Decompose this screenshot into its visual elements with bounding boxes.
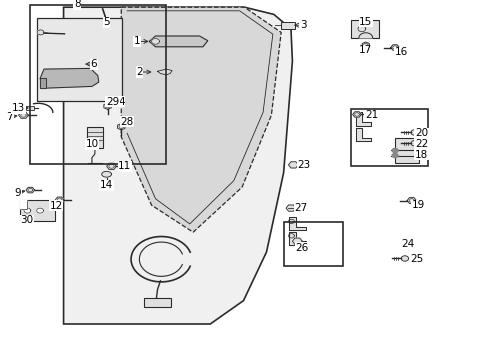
Text: 9: 9 [15,188,21,198]
Bar [87,127,102,148]
Text: 30: 30 [20,215,33,225]
Text: 29: 29 [105,96,119,107]
Polygon shape [37,208,43,213]
Text: 23: 23 [297,160,310,170]
Text: 28: 28 [120,117,134,127]
Polygon shape [55,197,64,203]
Text: 2: 2 [136,67,142,77]
Text: 21: 21 [364,110,378,120]
Text: 11: 11 [118,161,131,171]
Bar [37,18,122,101]
Polygon shape [40,68,99,88]
Text: 27: 27 [293,203,307,213]
Polygon shape [19,112,28,118]
Text: 22: 22 [414,139,427,149]
Text: 5: 5 [103,17,110,27]
Polygon shape [103,103,111,109]
Polygon shape [288,162,298,168]
Text: 25: 25 [409,254,423,264]
Polygon shape [26,187,35,193]
Text: 14: 14 [100,180,113,190]
Bar [281,22,294,29]
Polygon shape [352,112,361,117]
Polygon shape [401,256,407,261]
Polygon shape [358,33,372,38]
Bar [26,106,34,110]
Polygon shape [63,7,292,324]
Text: 10: 10 [85,139,98,149]
Polygon shape [149,36,207,47]
Text: 8: 8 [74,0,81,9]
Polygon shape [289,232,305,245]
Text: 26: 26 [295,243,308,253]
Text: 19: 19 [410,200,424,210]
Polygon shape [37,30,44,35]
Polygon shape [20,200,27,209]
Polygon shape [410,141,417,146]
Bar [30,5,166,164]
Polygon shape [40,78,46,88]
Polygon shape [410,130,417,135]
Text: 15: 15 [358,17,372,27]
Text: 20: 20 [414,128,427,138]
Polygon shape [285,205,295,211]
Polygon shape [390,45,399,50]
Polygon shape [24,208,31,213]
Text: 1: 1 [133,36,140,46]
Polygon shape [355,128,370,141]
Bar [20,200,55,221]
Text: 13: 13 [12,103,25,113]
Text: 7: 7 [6,112,13,122]
Polygon shape [391,153,397,158]
Text: 17: 17 [358,45,372,55]
Bar [283,222,343,266]
Polygon shape [102,171,111,177]
Polygon shape [391,148,397,153]
Polygon shape [362,42,368,48]
Text: 3: 3 [299,20,306,30]
Polygon shape [151,39,159,44]
Bar [350,109,427,166]
Bar [144,298,171,307]
Polygon shape [355,112,370,126]
Polygon shape [289,217,305,230]
Text: 6: 6 [90,59,97,69]
Polygon shape [157,69,172,75]
Polygon shape [117,123,125,130]
Bar [394,138,418,163]
Text: 4: 4 [118,96,124,107]
Bar [350,20,379,38]
Bar [100,19,111,26]
Text: 24: 24 [401,239,414,249]
Text: 16: 16 [393,47,407,57]
Text: 12: 12 [49,201,63,211]
Polygon shape [292,238,302,244]
Polygon shape [106,163,116,170]
Polygon shape [407,198,415,203]
Polygon shape [121,7,281,232]
Text: 18: 18 [414,150,427,160]
